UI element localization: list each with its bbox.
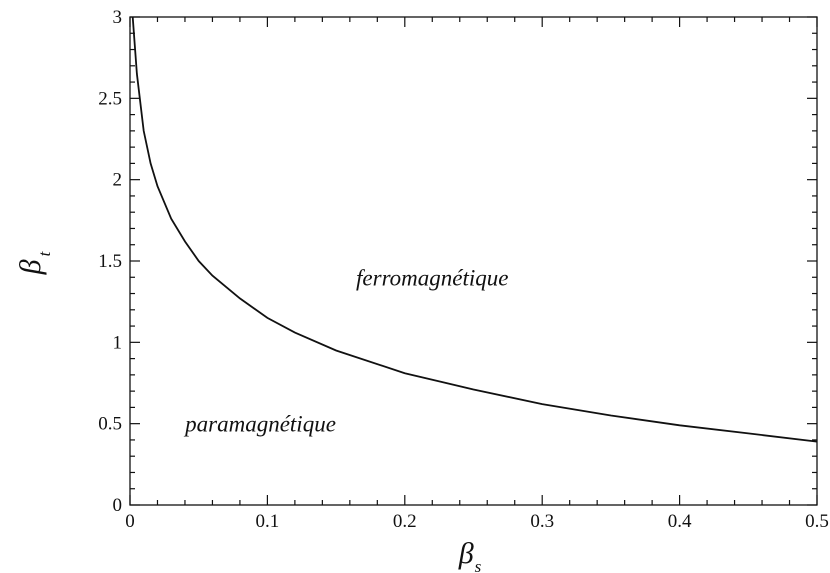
region-labels: ferromagnétique paramagnétique <box>183 265 508 436</box>
region-label: ferromagnétique <box>356 265 508 290</box>
x-tick-label: 0.4 <box>668 511 692 532</box>
region-label: paramagnétique <box>183 412 336 437</box>
y-axis-subscript: t <box>35 250 54 256</box>
x-axis-label: βs <box>458 537 482 573</box>
x-axis-symbol: β <box>458 537 474 570</box>
x-tick-label: 0.5 <box>805 511 829 532</box>
y-tick-label: 0 <box>113 495 123 516</box>
y-tick-label: 2 <box>113 170 123 191</box>
x-tick-label: 0.3 <box>530 511 554 532</box>
x-tick-label: 0.2 <box>393 511 417 532</box>
phase-boundary-line <box>131 16 818 443</box>
axis-ticks <box>129 16 818 506</box>
y-tick-label: 1 <box>113 332 123 353</box>
y-tick-label: 0.5 <box>98 414 122 435</box>
x-tick-label: 0.1 <box>256 511 280 532</box>
y-tick-label: 2.5 <box>98 88 122 109</box>
tick-labels: 0 0.1 0.2 0.3 0.4 0.5 0 0.5 1 1.5 2 2.5 3 <box>98 7 829 532</box>
x-axis-subscript: s <box>475 557 482 573</box>
x-tick-label: 0 <box>125 511 135 532</box>
y-tick-label: 3 <box>113 7 123 28</box>
y-axis-symbol: β <box>14 259 47 275</box>
y-tick-label: 1.5 <box>98 251 122 272</box>
y-axis-label: βt <box>14 250 54 275</box>
